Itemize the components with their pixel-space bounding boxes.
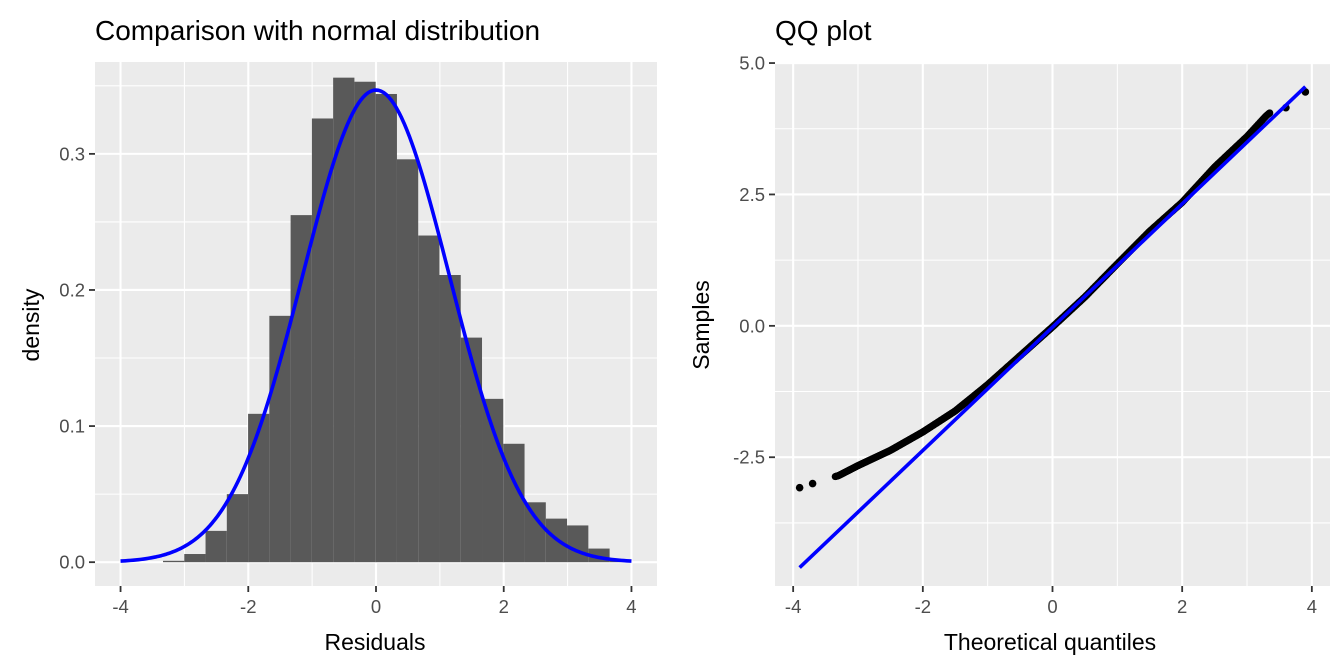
histogram-y-tick-label: 0.3 [59, 143, 85, 164]
histogram-y-tick-label: 0.2 [59, 279, 85, 300]
histogram-bar [311, 118, 334, 563]
histogram-x-tick-label: -2 [240, 596, 256, 617]
histogram-bar [460, 337, 483, 563]
histogram-ylabel: density [18, 288, 44, 361]
qq-xlabel: Theoretical quantiles [944, 629, 1156, 655]
histogram-bar [184, 554, 206, 563]
histogram-x-tick-label: 2 [499, 596, 509, 617]
histogram-y-tick-label: 0.0 [59, 552, 85, 573]
qq-x-tick-label: -2 [915, 596, 931, 617]
qq-x-tick-label: 0 [1047, 596, 1057, 617]
histogram-bar [226, 494, 249, 563]
qq-plot-area: -4 -2 0 2 4 -2.5 0.0 2.5 5.0 [733, 53, 1330, 617]
qq-y-tick-label: 2.5 [739, 184, 765, 205]
qq-title: QQ plot [775, 15, 872, 46]
qq-ylabel: Samples [688, 280, 714, 369]
histogram-title: Comparison with normal distribution [95, 15, 540, 46]
qq-x-tick-label: 4 [1307, 596, 1317, 617]
histogram-x-tick-label: 4 [626, 596, 636, 617]
qq-x-tick-label: -4 [785, 596, 801, 617]
histogram-bar [524, 502, 546, 563]
histogram-bar [375, 93, 397, 563]
histogram-bar [396, 159, 419, 563]
histogram-bar [248, 413, 270, 563]
qq-panel: QQ plot Samples Theoretical quantiles -4… [688, 15, 1330, 655]
histogram-x-tick-label: -4 [112, 596, 128, 617]
histogram-x-tick-label: 0 [371, 596, 381, 617]
histogram-xlabel: Residuals [325, 629, 426, 655]
qq-sample-point [1266, 109, 1274, 117]
qq-y-tick-label: -2.5 [733, 447, 765, 468]
histogram-bar [269, 315, 291, 563]
qq-x-tick-label: 2 [1177, 596, 1187, 617]
histogram-bar [567, 525, 589, 563]
histogram-bar [418, 235, 440, 563]
histogram-plot-area: -4 -2 0 2 4 0.0 0.1 0.2 0.3 [59, 62, 657, 617]
histogram-bar [205, 530, 227, 563]
qq-y-tick-label: 5.0 [739, 53, 765, 74]
histogram-bar [333, 77, 355, 563]
histogram-bar [290, 215, 312, 563]
histogram-bar [354, 81, 376, 563]
qq-sample-point [808, 479, 817, 488]
histogram-bar [439, 275, 461, 563]
histogram-y-tick-label: 0.1 [59, 416, 85, 437]
qq-reference-line [798, 85, 1307, 569]
histogram-panel: Comparison with normal distribution dens… [18, 15, 657, 655]
qq-sample-point [795, 483, 804, 492]
normal-density-curve [120, 88, 632, 563]
histogram-bar [163, 560, 185, 563]
qq-y-tick-label: 0.0 [739, 315, 765, 336]
